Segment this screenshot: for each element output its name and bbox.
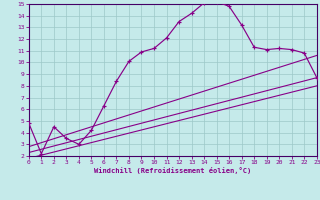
X-axis label: Windchill (Refroidissement éolien,°C): Windchill (Refroidissement éolien,°C) <box>94 167 252 174</box>
